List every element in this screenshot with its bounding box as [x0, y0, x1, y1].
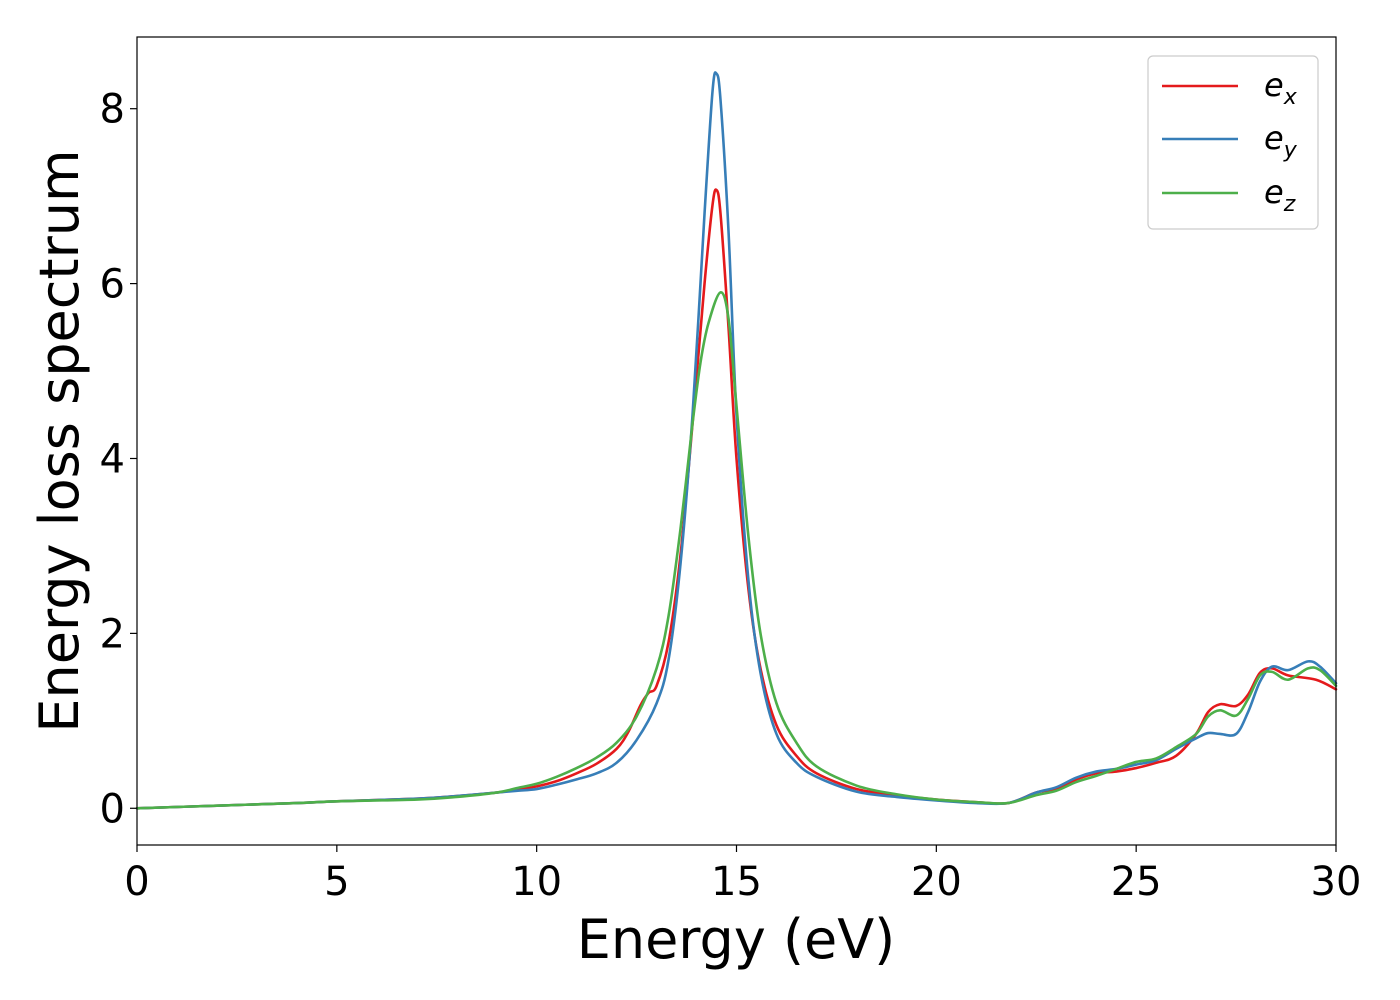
x-tick-label: 25 [1111, 859, 1162, 905]
plot-lines [135, 71, 1338, 810]
x-tick-label: 15 [711, 859, 762, 905]
y-tick-label: 4 [100, 436, 125, 482]
y-tick-label: 6 [100, 262, 125, 308]
legend-label-subscript: z [1283, 192, 1296, 217]
series-line-y [135, 71, 1338, 810]
x-tick-label: 30 [1311, 859, 1362, 905]
legend-box [1147, 55, 1319, 230]
y-axis-label: Energy loss spectrum [28, 149, 91, 732]
x-axis-label: Energy (eV) [577, 908, 896, 971]
y-tick-label: 0 [100, 786, 125, 832]
legend-label-subscript: y [1283, 138, 1298, 163]
legend-label-base: e [1264, 173, 1284, 211]
x-tick-label: 20 [911, 859, 962, 905]
legend-label-base: e [1264, 66, 1284, 104]
legend-label-z: ez [1264, 173, 1296, 217]
x-axis-ticks: 0 5 10 15 20 25 30 [124, 845, 1361, 905]
series-line-z [135, 291, 1338, 810]
legend-label-subscript: x [1283, 85, 1298, 110]
legend-label-x: ex [1264, 66, 1298, 110]
y-tick-label: 2 [100, 611, 125, 657]
y-axis-ticks: 0 2 4 6 8 [100, 87, 137, 832]
y-tick-label: 8 [100, 87, 125, 133]
legend-label-y: ey [1264, 119, 1298, 163]
x-tick-label: 0 [124, 859, 149, 905]
x-tick-label: 5 [324, 859, 349, 905]
legend-label-base: e [1264, 119, 1284, 157]
x-tick-label: 10 [511, 859, 562, 905]
